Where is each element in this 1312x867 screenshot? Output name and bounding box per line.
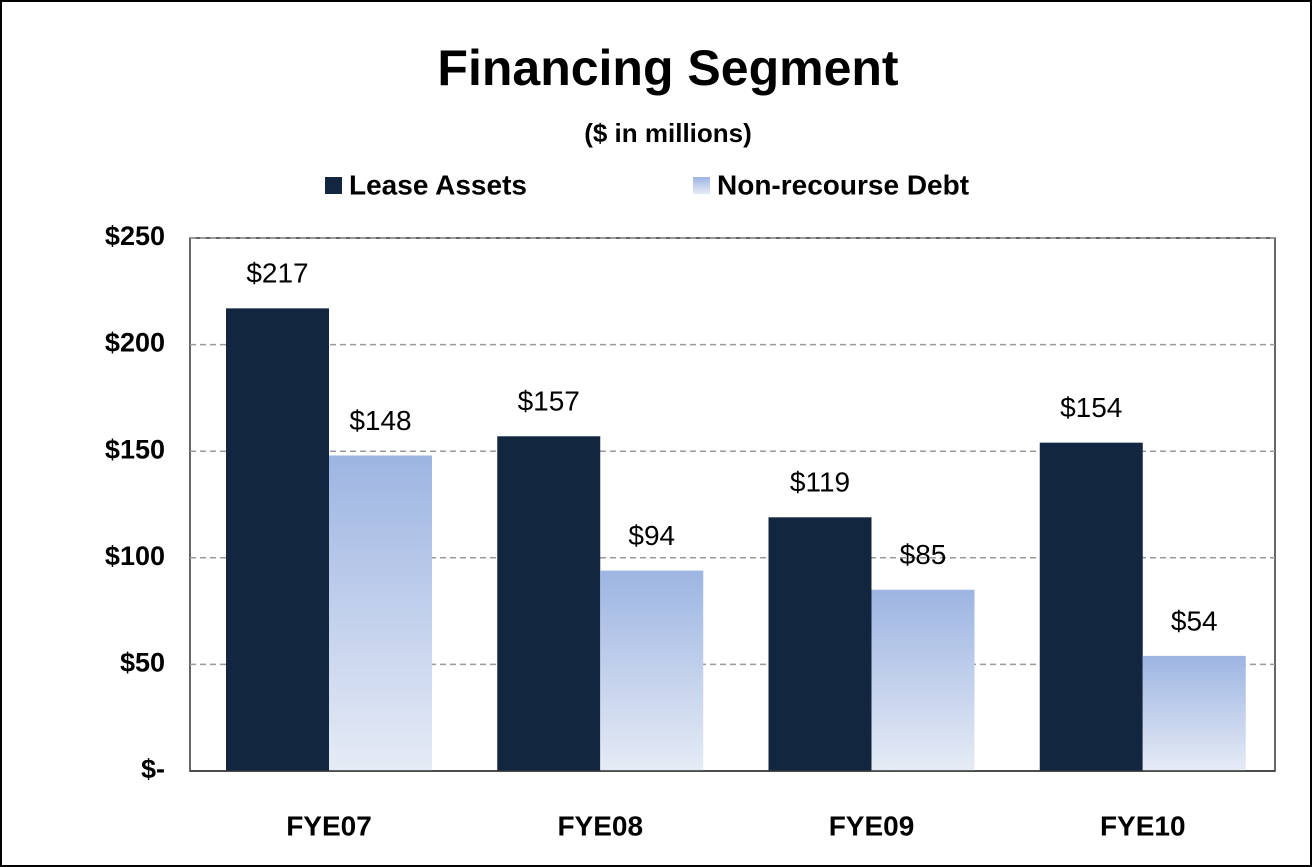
bar [1039, 442, 1143, 771]
value-label: $94 [628, 520, 675, 551]
x-tick-label: FYE07 [286, 810, 372, 841]
legend-swatch [325, 177, 342, 194]
bar [329, 455, 432, 771]
value-label: $154 [1060, 392, 1122, 423]
value-label: $85 [900, 539, 947, 570]
chart-subtitle: ($ in millions) [584, 118, 752, 148]
x-tick-label: FYE10 [1100, 810, 1186, 841]
bar [871, 589, 975, 771]
y-tick-label: $- [141, 754, 165, 784]
y-tick-label: $250 [105, 221, 165, 251]
value-label: $54 [1171, 605, 1218, 636]
bar [226, 308, 329, 771]
y-tick-label: $200 [105, 328, 165, 358]
value-label: $157 [518, 386, 580, 417]
value-label: $119 [790, 467, 850, 498]
bar [1142, 655, 1246, 771]
chart-title: Financing Segment [437, 40, 899, 96]
y-tick-label: $100 [105, 541, 165, 571]
bar [600, 570, 704, 771]
legend-label: Lease Assets [349, 169, 527, 200]
legend-label: Non-recourse Debt [717, 169, 969, 200]
y-tick-label: $150 [105, 434, 165, 464]
bar [768, 517, 872, 771]
bar [497, 436, 601, 771]
y-tick-label: $50 [120, 648, 165, 678]
value-label: $148 [349, 405, 411, 436]
legend-swatch [693, 177, 710, 194]
x-tick-label: FYE08 [557, 810, 643, 841]
x-tick-label: FYE09 [829, 810, 915, 841]
value-label: $217 [246, 258, 308, 289]
